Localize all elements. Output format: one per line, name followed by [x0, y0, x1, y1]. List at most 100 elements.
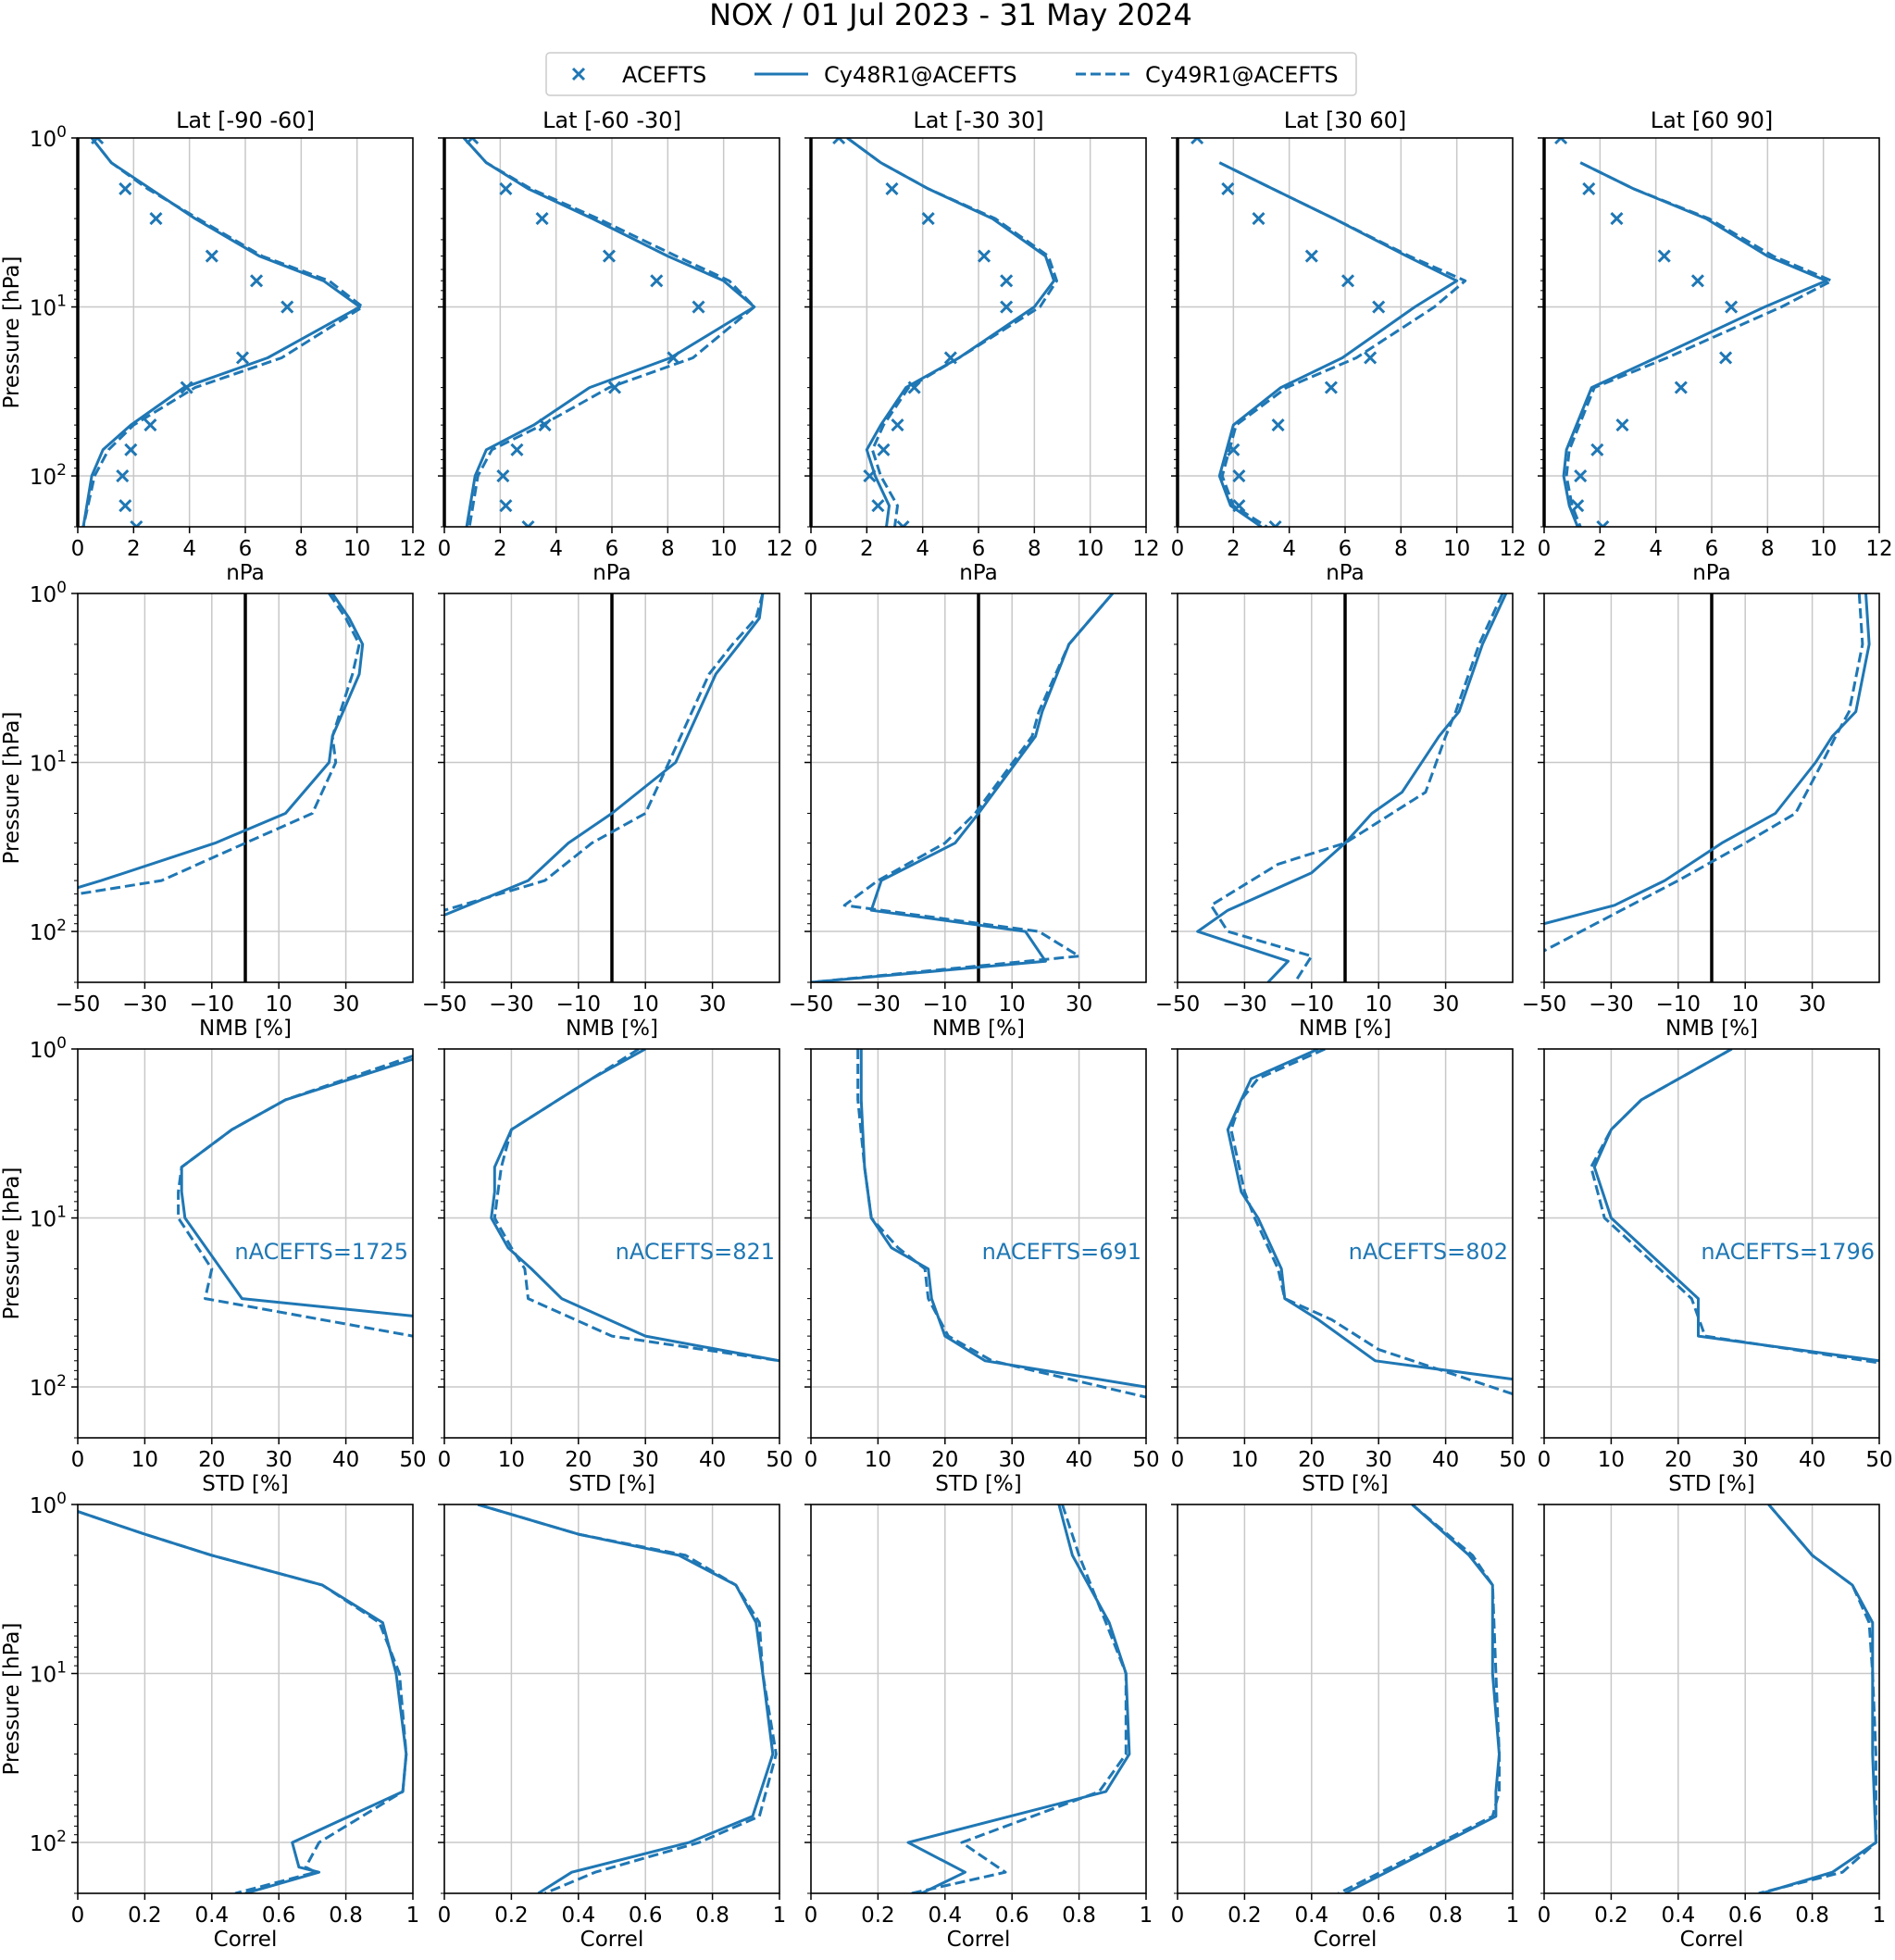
panel-r4-c4: 0 0.2 0.4 0.6 0.8 1 Correl	[1171, 1504, 1519, 1952]
x-tick-label: 10	[1231, 1448, 1258, 1472]
panel-r2-c5: −50 −30 −10 10 30 NMB [%]	[1522, 593, 1880, 1041]
x-tick-label: 0.2	[1228, 1904, 1262, 1928]
axes-frame	[77, 1504, 414, 1894]
sample-count-label: nACEFTS=691	[982, 1239, 1141, 1265]
x-tick-label: 2	[493, 537, 507, 561]
series-line-cy48r1-acefts	[81, 138, 362, 527]
series-group	[1544, 593, 1871, 953]
x-tick-label: 20	[931, 1448, 958, 1472]
x-axis-label: NMB [%]	[199, 1017, 292, 1041]
x-tick-label: 50	[399, 1448, 426, 1472]
series-group	[1758, 1504, 1877, 1893]
axes-frame	[1543, 1504, 1880, 1894]
series-line-cy49r1-acefts	[81, 138, 365, 527]
series-group	[177, 1055, 413, 1338]
acefts-marker	[1725, 300, 1739, 314]
acefts-marker	[496, 468, 510, 483]
x-tick-label: 0	[1171, 537, 1185, 561]
x-tick-label: 10	[632, 992, 659, 1017]
acefts-marker	[521, 519, 535, 527]
x-tick-label: 10	[999, 992, 1026, 1017]
axes-frame	[443, 1504, 780, 1894]
x-tick-label: 10	[1443, 537, 1470, 561]
x-axis-label: NMB [%]	[1299, 1017, 1391, 1041]
series-group	[856, 1049, 1146, 1399]
x-tick-label: 2	[1227, 537, 1240, 561]
acefts-marker	[1268, 519, 1282, 527]
x-tick-label: 30	[632, 1448, 659, 1472]
acefts-marker	[1582, 181, 1596, 196]
x-tick-label: 4	[182, 537, 196, 561]
acefts-marker	[118, 499, 132, 513]
x-tick-label: 12	[1865, 537, 1892, 561]
gridlines	[1544, 1049, 1879, 1438]
series-line-cy48r1-acefts	[906, 1504, 1131, 1893]
x-tick-label: 6	[1339, 537, 1353, 561]
panel-r3-c3: 0 10 20 30 40 50 STD [%] nACEFTS=691	[804, 1048, 1160, 1496]
y-tick-label: 102	[30, 461, 67, 490]
series-group	[81, 138, 365, 527]
x-tick-label: 0.8	[1428, 1904, 1463, 1928]
panel-r3-c4: 0 10 20 30 40 50 STD [%] nACEFTS=802	[1171, 1048, 1527, 1496]
acefts-marker	[871, 499, 885, 513]
y-tick-label: 102	[30, 917, 67, 945]
acefts-marker	[1340, 274, 1355, 288]
acefts-marker	[1674, 381, 1688, 394]
x-tick-label: 0.2	[1594, 1904, 1628, 1928]
x-tick-label: 0.2	[128, 1904, 162, 1928]
series-line-cy48r1-acefts	[477, 1504, 775, 1893]
gridlines	[78, 138, 413, 527]
acefts-marker	[499, 181, 513, 196]
acefts-marker	[1232, 468, 1246, 483]
series-line-cy49r1-acefts	[444, 593, 765, 912]
acefts-marker	[1719, 351, 1733, 365]
gridlines	[78, 1049, 413, 1438]
series-line-cy49r1-acefts	[492, 1049, 779, 1363]
x-tick-label: 0.2	[861, 1904, 895, 1928]
x-tick-label: 40	[332, 1448, 359, 1472]
acefts-marker	[1227, 443, 1240, 456]
panel-r4-c2: 0 0.2 0.4 0.6 0.8 1 Correl	[438, 1504, 786, 1952]
x-axis-label: nPa	[592, 561, 631, 585]
x-tick-label: 10	[1810, 537, 1837, 561]
acefts-marker	[250, 274, 264, 288]
x-tick-label: 50	[1865, 1448, 1892, 1472]
sample-count-label: nACEFTS=1725	[234, 1239, 408, 1265]
panel-title: Lat [60 90]	[1651, 107, 1774, 133]
acefts-marker	[143, 418, 157, 432]
acefts-marker	[538, 418, 552, 432]
axes-frame	[1177, 1504, 1514, 1894]
series-line-cy48r1-acefts	[1544, 593, 1871, 926]
x-tick-label: 50	[766, 1448, 792, 1472]
acefts-marker	[124, 443, 138, 456]
y-tick-label: 100	[30, 123, 67, 152]
y-tick-label: 100	[30, 579, 67, 607]
acefts-marker	[149, 212, 163, 226]
acefts-marker	[921, 212, 935, 226]
series-group	[906, 1504, 1131, 1893]
acefts-marker	[180, 381, 193, 394]
y-tick-label: 102	[30, 1372, 67, 1401]
series-line-cy49r1-acefts	[78, 593, 361, 896]
series-line-cy49r1-acefts	[911, 1504, 1128, 1893]
x-tick-label: 40	[1432, 1448, 1459, 1472]
x-axis-label: Correl	[947, 1928, 1011, 1952]
x-tick-label: 40	[1066, 1448, 1092, 1472]
x-tick-label: 0.2	[494, 1904, 529, 1928]
legend-label-cy48r1: Cy48R1@ACEFTS	[824, 62, 1017, 88]
acefts-marker	[1590, 443, 1604, 456]
panel-r2-c1: −50 −30 −10 10 30 NMB [%] 100 101 102 Pressure [h…	[0, 579, 414, 1041]
x-tick-label: 4	[1282, 537, 1296, 561]
series-group	[1191, 138, 1467, 527]
x-axis-label: Correl	[1680, 1928, 1744, 1952]
x-tick-label: 0.4	[1295, 1904, 1329, 1928]
acefts-marker	[1610, 212, 1624, 226]
panel-r4-c3: 0 0.2 0.4 0.6 0.8 1 Correl	[804, 1504, 1153, 1952]
x-tick-label: −10	[1290, 992, 1335, 1017]
x-tick-label: 0	[1538, 537, 1552, 561]
acefts-marker	[891, 418, 904, 432]
sample-count-label: nACEFTS=1796	[1701, 1239, 1875, 1265]
series-line-cy48r1-acefts	[444, 593, 765, 917]
x-tick-label: 10	[1077, 537, 1103, 561]
x-tick-label: 0.8	[695, 1904, 729, 1928]
